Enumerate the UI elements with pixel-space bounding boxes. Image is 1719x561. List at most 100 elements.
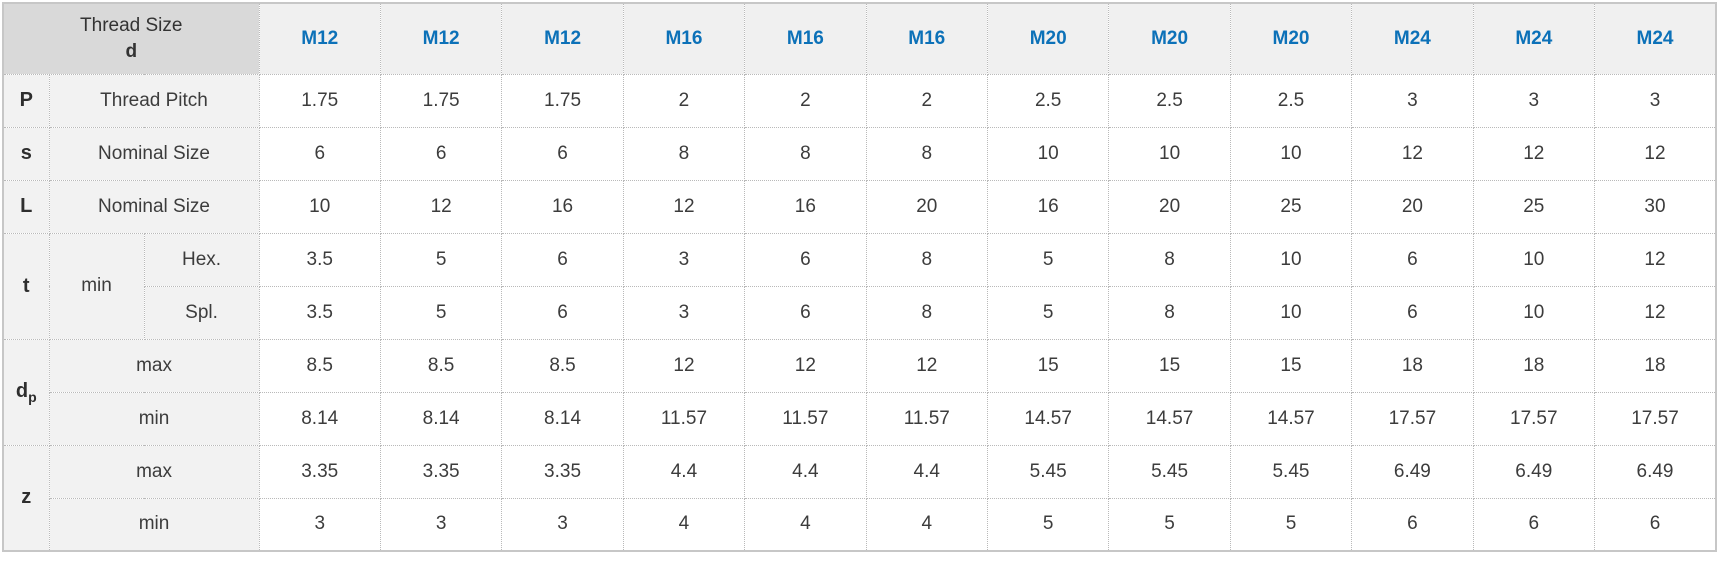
column-header: M12 <box>379 2 503 75</box>
data-cell: 4.4 <box>744 444 867 499</box>
data-cell: 15 <box>1108 338 1231 393</box>
data-cell: 6 <box>1351 497 1474 552</box>
data-cell: 12 <box>865 338 988 393</box>
data-cell: 16 <box>744 179 867 234</box>
row-z-min: min 3 3 3 4 4 4 5 5 5 6 6 6 <box>3 497 1717 552</box>
data-cell: 3 <box>258 497 381 552</box>
row-sublabel-min: min <box>48 232 145 340</box>
row-key-t: t <box>2 232 50 340</box>
data-cell: 8.14 <box>379 391 503 446</box>
data-cell: 3 <box>1351 73 1474 128</box>
data-cell: 6.49 <box>1594 444 1717 499</box>
data-cell: 10 <box>258 179 381 234</box>
data-cell: 1.75 <box>258 73 381 128</box>
data-cell: 8.5 <box>379 338 503 393</box>
row-label: max <box>48 338 260 393</box>
data-cell: 16 <box>501 179 624 234</box>
column-header: M12 <box>258 2 381 75</box>
row-key-dp: dp <box>2 338 50 446</box>
data-cell: 1.75 <box>379 73 503 128</box>
data-cell: 5 <box>1229 497 1353 552</box>
data-cell: 30 <box>1594 179 1717 234</box>
data-cell: 8.14 <box>501 391 624 446</box>
data-cell: 3 <box>501 497 624 552</box>
data-cell: 4 <box>744 497 867 552</box>
data-cell: 3 <box>622 232 746 287</box>
data-cell: 8 <box>1108 285 1231 340</box>
data-cell: 4 <box>622 497 746 552</box>
data-cell: 5.45 <box>1108 444 1231 499</box>
data-cell: 18 <box>1351 338 1474 393</box>
data-cell: 6.49 <box>1351 444 1474 499</box>
data-cell: 6 <box>744 285 867 340</box>
data-cell: 5 <box>379 232 503 287</box>
data-cell: 4.4 <box>865 444 988 499</box>
key-main: d <box>15 379 29 402</box>
data-cell: 12 <box>1594 232 1717 287</box>
data-cell: 10 <box>986 126 1110 181</box>
data-cell: 14.57 <box>1229 391 1353 446</box>
data-cell: 17.57 <box>1351 391 1474 446</box>
data-cell: 5 <box>379 285 503 340</box>
data-cell: 10 <box>1472 232 1596 287</box>
data-cell: 6 <box>501 232 624 287</box>
data-cell: 10 <box>1472 285 1596 340</box>
data-cell: 2.5 <box>1108 73 1231 128</box>
data-cell: 6 <box>501 126 624 181</box>
column-header: M20 <box>1108 2 1231 75</box>
data-cell: 2.5 <box>986 73 1110 128</box>
data-cell: 18 <box>1594 338 1717 393</box>
data-cell: 3.5 <box>258 232 381 287</box>
data-cell: 6 <box>1472 497 1596 552</box>
data-cell: 18 <box>1472 338 1596 393</box>
data-cell: 16 <box>986 179 1110 234</box>
corner-header-symbol: d <box>125 40 138 62</box>
thread-spec-table: Thread Size d M12 M12 M12 M16 M16 M16 M2… <box>2 2 1717 552</box>
data-cell: 3 <box>622 285 746 340</box>
column-header: M16 <box>865 2 988 75</box>
data-cell: 8 <box>865 285 988 340</box>
data-cell: 5 <box>986 285 1110 340</box>
column-header: M24 <box>1351 2 1474 75</box>
row-label: max <box>48 444 260 499</box>
data-cell: 6 <box>1351 285 1474 340</box>
data-cell: 25 <box>1229 179 1353 234</box>
column-header: M20 <box>986 2 1110 75</box>
data-cell: 5 <box>986 232 1110 287</box>
data-cell: 12 <box>1472 126 1596 181</box>
data-cell: 12 <box>622 179 746 234</box>
data-cell: 8.5 <box>501 338 624 393</box>
data-cell: 4 <box>865 497 988 552</box>
data-cell: 8 <box>865 126 988 181</box>
column-header: M24 <box>1472 2 1596 75</box>
data-cell: 3.35 <box>258 444 381 499</box>
data-cell: 8 <box>1108 232 1231 287</box>
row-t-hex: t min Hex. 3.5 5 6 3 6 8 5 8 10 6 10 12 <box>2 232 1717 340</box>
row-label: Hex. <box>143 232 260 287</box>
row-label: min <box>48 497 260 552</box>
data-cell: 12 <box>1594 126 1717 181</box>
data-cell: 14.57 <box>1108 391 1231 446</box>
row-label: Nominal Size <box>48 126 260 181</box>
data-cell: 6 <box>379 126 503 181</box>
data-cell: 6 <box>501 285 624 340</box>
data-cell: 12 <box>1351 126 1474 181</box>
data-cell: 10 <box>1229 126 1353 181</box>
key-subscript: p <box>28 388 37 405</box>
row-dp-min: min 8.14 8.14 8.14 11.57 11.57 11.57 14.… <box>3 391 1717 446</box>
row-dp-max: dp max 8.5 8.5 8.5 12 12 12 15 15 15 18 … <box>2 338 1717 446</box>
data-cell: 11.57 <box>744 391 867 446</box>
data-cell: 4.4 <box>622 444 746 499</box>
data-cell: 20 <box>865 179 988 234</box>
corner-header: Thread Size d <box>2 2 260 75</box>
data-cell: 3 <box>1594 73 1717 128</box>
row-nominal-size-s: s Nominal Size 6 6 6 8 8 8 10 10 10 12 1… <box>2 126 1717 181</box>
data-cell: 8.5 <box>258 338 381 393</box>
data-cell: 20 <box>1351 179 1474 234</box>
data-cell: 15 <box>986 338 1110 393</box>
data-cell: 6.49 <box>1472 444 1596 499</box>
data-cell: 5 <box>986 497 1110 552</box>
data-cell: 3.5 <box>258 285 381 340</box>
row-key-z: z <box>2 444 50 552</box>
